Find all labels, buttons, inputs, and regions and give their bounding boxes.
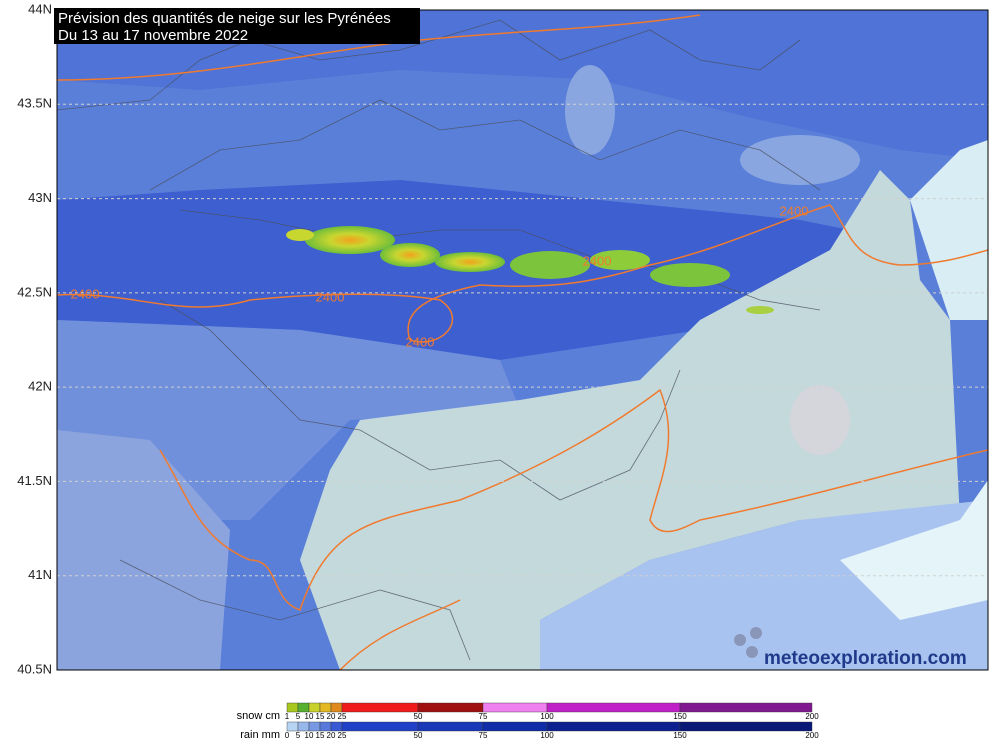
legend-tick: 50: [414, 712, 423, 721]
sea-dry-north: [910, 140, 988, 320]
title-box: [54, 8, 420, 44]
contour-label: 2400: [406, 334, 435, 349]
border-line: [57, 19, 801, 111]
legend-tick: 25: [338, 731, 347, 740]
legend-swatch: [308, 721, 321, 732]
contour-line: [339, 599, 461, 670]
title-line: Du 13 au 17 novembre 2022: [58, 27, 248, 44]
legend-tick: 15: [316, 731, 325, 740]
legend-tick: 5: [296, 731, 301, 740]
lat-label: 42N: [28, 379, 52, 394]
legend-swatch: [679, 702, 813, 713]
legend-swatch: [417, 702, 484, 713]
legend-snow-label: snow cm: [237, 710, 280, 722]
contour-label: 2400: [780, 203, 809, 218]
legend-swatch: [319, 721, 332, 732]
border-line: [149, 99, 821, 191]
dry-land-east: [300, 170, 960, 670]
map-area: 2400 2400 2400 2400 2400: [57, 10, 988, 670]
border-line: [179, 209, 821, 311]
legend-tick: 50: [414, 731, 423, 740]
border-line: [159, 299, 681, 501]
legend-swatch: [308, 702, 321, 713]
watermark: meteoexploration.com: [764, 648, 967, 669]
legend-tick: 25: [338, 712, 347, 721]
legend-swatch: [286, 721, 299, 732]
legend-tick: 200: [805, 712, 819, 721]
legend-swatch: [319, 702, 332, 713]
legend-tick: 100: [540, 712, 554, 721]
contour-label: 2400: [71, 286, 100, 301]
snow-area: [650, 263, 730, 287]
legend-swatch: [482, 702, 548, 713]
lat-label: 41.5N: [17, 473, 52, 488]
legend-swatch: [417, 721, 484, 732]
contour-label: 2400: [316, 289, 345, 304]
lat-label: 40.5N: [17, 661, 52, 676]
snow-area: [286, 229, 314, 241]
dry-patch: [790, 385, 850, 455]
logo-flake: [750, 627, 762, 639]
contour-label: 2400: [583, 253, 612, 268]
legend-rain-label: rain mm: [240, 729, 280, 740]
legend: snow cm rain mm 1 5 10 15 20 25 50 75 100 150 2000…: [237, 702, 819, 741]
border-line: [119, 559, 471, 661]
legend-swatch: [546, 702, 681, 713]
legend-swatch: [546, 721, 681, 732]
legend-tick: 5: [296, 712, 301, 721]
legend-swatch: [341, 721, 419, 732]
logo: [734, 627, 762, 658]
lat-labels: 44N 43.5N 43N 42.5N 42N 41.5N 41N 40.5N: [17, 1, 52, 676]
lat-label: 42.5N: [17, 284, 52, 299]
legend-tick: 75: [479, 731, 488, 740]
title-line: Prévision des quantités de neige sur les…: [58, 10, 391, 27]
legend-tick: 20: [327, 731, 336, 740]
legend-tick: 10: [305, 712, 314, 721]
rain-patch: [740, 135, 860, 185]
sea-light-rain: [540, 500, 988, 670]
legend-tick: 15: [316, 712, 325, 721]
snow-area: [590, 250, 650, 270]
legend-tick: 100: [540, 731, 554, 740]
lat-label: 43N: [28, 190, 52, 205]
legend-tick: 75: [479, 712, 488, 721]
lat-grid: [57, 103, 988, 577]
contour-line: [57, 204, 988, 343]
lat-label: 43.5N: [17, 96, 52, 111]
legend-swatch: [482, 721, 548, 732]
legend-swatch: [679, 721, 813, 732]
lat-label: 41N: [28, 567, 52, 582]
snow-area: [746, 306, 774, 314]
logo-flake: [746, 646, 758, 658]
rain-band-north: [57, 10, 988, 160]
rain-patch: [565, 65, 615, 155]
legend-tick: 1: [285, 712, 290, 721]
legend-tick: 20: [327, 712, 336, 721]
legend-tick: 150: [673, 731, 687, 740]
legend-swatch: [330, 702, 343, 713]
sea-dry: [840, 480, 988, 620]
snow-area: [510, 251, 590, 279]
legend-tick: 10: [305, 731, 314, 740]
logo-flake: [734, 634, 746, 646]
snow-area: [435, 252, 505, 272]
contour-line: [159, 388, 988, 611]
borders: [57, 19, 821, 661]
legend-swatch: [297, 721, 310, 732]
lat-label: 44N: [28, 1, 52, 16]
legend-swatch: [330, 721, 343, 732]
legend-tick: 0: [285, 731, 290, 740]
legend-swatch: [286, 702, 299, 713]
legend-swatch: [341, 702, 419, 713]
legend-swatch: [297, 702, 310, 713]
legend-tick: 200: [805, 731, 819, 740]
legend-tick: 150: [673, 712, 687, 721]
snow-area: [305, 226, 395, 254]
rain-band-southwest: [57, 430, 230, 670]
snow-areas: [286, 226, 774, 314]
map-frame: [56, 9, 989, 671]
snow-area: [380, 243, 440, 267]
